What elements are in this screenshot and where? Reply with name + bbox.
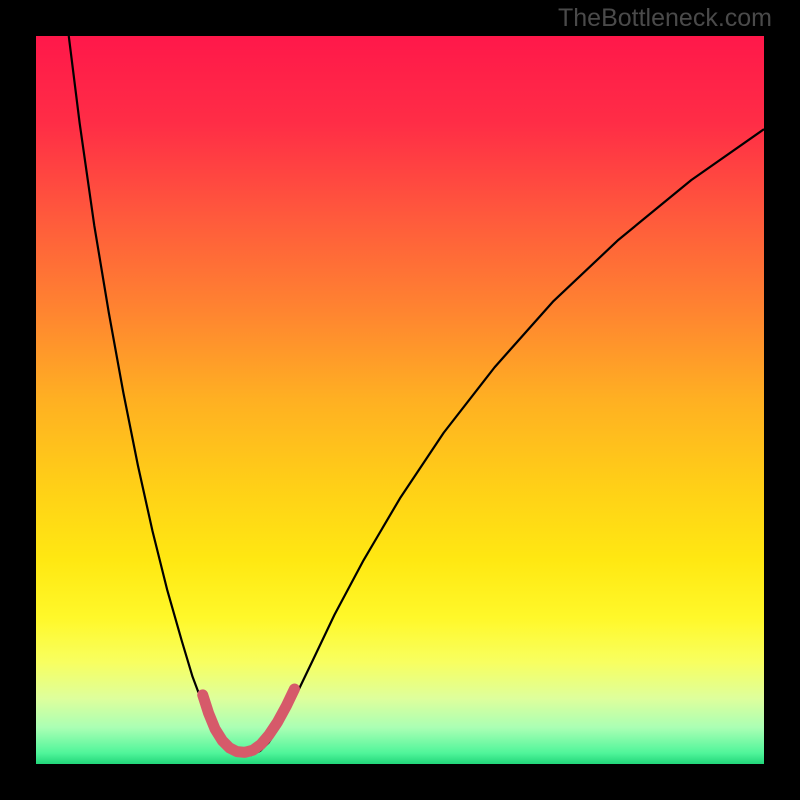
plot-area [36, 36, 764, 764]
gradient-background [36, 36, 764, 764]
chart-svg [36, 36, 764, 764]
watermark-text: TheBottleneck.com [558, 4, 772, 33]
